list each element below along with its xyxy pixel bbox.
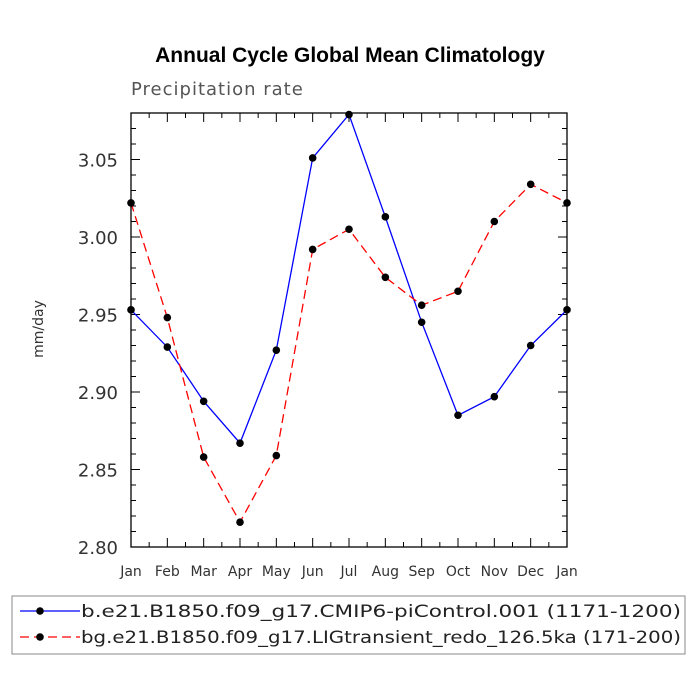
y-tick-label: 2.90 bbox=[78, 383, 118, 404]
x-tick-label: Mar bbox=[190, 564, 217, 580]
data-point bbox=[563, 199, 571, 207]
data-point bbox=[417, 301, 426, 310]
data-point bbox=[417, 318, 426, 327]
x-tick-label: Jan bbox=[555, 564, 578, 580]
data-point bbox=[199, 397, 208, 406]
data-point bbox=[163, 313, 172, 322]
data-point bbox=[236, 439, 244, 447]
data-point bbox=[454, 411, 462, 420]
y-tick-label: 2.85 bbox=[78, 461, 118, 482]
data-point bbox=[345, 225, 353, 234]
y-tick-label: 3.00 bbox=[78, 228, 118, 249]
x-tick-label: Jun bbox=[301, 564, 324, 580]
x-tick-label: Feb bbox=[155, 564, 180, 580]
data-point bbox=[272, 346, 281, 354]
data-point bbox=[526, 341, 535, 350]
legend-item: bg.e21.B1850.f09_g17.LIGtransient_redo_1… bbox=[20, 628, 681, 648]
plot-frame bbox=[130, 112, 568, 548]
data-point bbox=[127, 199, 135, 207]
series-1 bbox=[127, 110, 571, 447]
chart-subtitle: Precipitation rate bbox=[131, 79, 304, 100]
legend-item: b.e21.B1850.f09_g17.CMIP6-piControl.001 … bbox=[20, 602, 681, 622]
y-axis-label: mm/day bbox=[31, 300, 47, 358]
data-point bbox=[490, 217, 499, 226]
x-tick-label: Aug bbox=[372, 564, 399, 580]
x-tick-label: Jul bbox=[340, 564, 358, 580]
data-point bbox=[454, 287, 462, 296]
data-point bbox=[563, 306, 571, 314]
data-point bbox=[236, 518, 244, 526]
y-tick-label: 3.05 bbox=[78, 151, 118, 172]
y-tick-label: 2.80 bbox=[78, 538, 118, 559]
x-tick-label: May bbox=[262, 564, 291, 580]
axis-ticks bbox=[130, 112, 568, 548]
x-tick-labels: Jan Feb Mar Apr May Jun Jul Aug Sep Oct Nov Dec Jan bbox=[119, 564, 578, 580]
y-tick-labels: 2.80 2.85 2.90 2.95 3.00 3.05 bbox=[78, 151, 118, 560]
legend-marker bbox=[36, 607, 44, 615]
x-tick-label: Jan bbox=[119, 564, 142, 580]
series-line bbox=[130, 183, 568, 524]
series-2 bbox=[127, 180, 571, 526]
data-point bbox=[163, 343, 172, 351]
x-tick-label: Sep bbox=[408, 564, 435, 580]
data-point bbox=[381, 213, 390, 221]
legend-label: bg.e21.B1850.f09_g17.LIGtransient_redo_1… bbox=[81, 628, 681, 648]
x-tick-label: Apr bbox=[228, 564, 252, 580]
legend-label: b.e21.B1850.f09_g17.CMIP6-piControl.001 … bbox=[81, 602, 681, 622]
legend: b.e21.B1850.f09_g17.CMIP6-piControl.001 … bbox=[11, 595, 686, 655]
legend-marker bbox=[36, 633, 44, 641]
data-point bbox=[127, 306, 135, 314]
data-point bbox=[199, 453, 208, 461]
x-tick-label: Dec bbox=[517, 564, 544, 580]
data-point bbox=[308, 154, 317, 162]
data-point bbox=[526, 180, 535, 189]
series-layer bbox=[127, 110, 571, 526]
series-line bbox=[130, 113, 568, 445]
x-tick-label: Oct bbox=[446, 564, 471, 580]
data-point bbox=[345, 110, 353, 119]
data-point bbox=[272, 451, 281, 460]
data-point bbox=[308, 245, 317, 254]
x-tick-label: Nov bbox=[481, 564, 508, 580]
chart-title: Annual Cycle Global Mean Climatology bbox=[155, 44, 545, 67]
legend-box bbox=[11, 595, 686, 655]
y-tick-label: 2.95 bbox=[78, 306, 118, 327]
data-point bbox=[490, 392, 499, 401]
data-point bbox=[381, 273, 390, 282]
